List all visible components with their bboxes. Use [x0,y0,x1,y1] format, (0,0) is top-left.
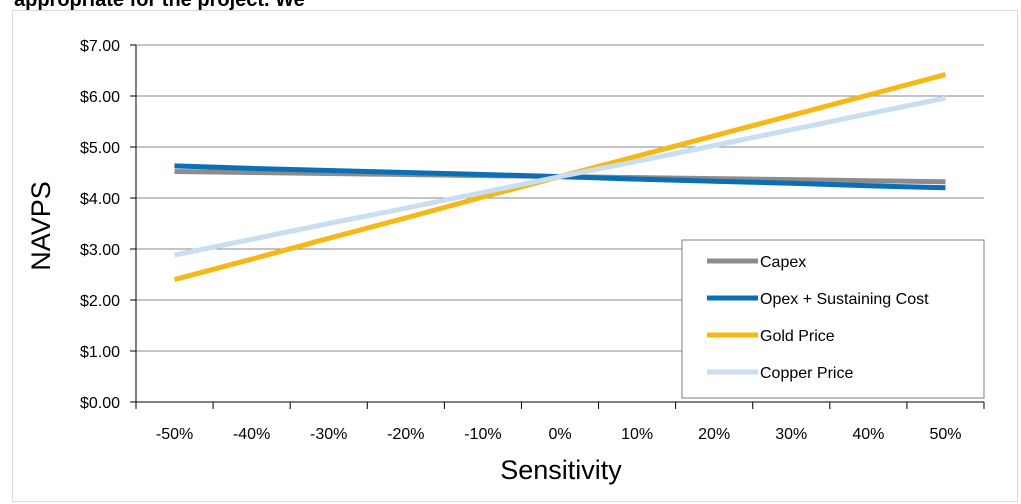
y-tick-label: $5.00 [80,140,120,157]
x-tick-label: -50% [156,426,193,443]
cut-off-heading: appropriate for the project. We [14,0,305,11]
x-tick-label: 0% [548,426,571,443]
x-tick-label: -30% [310,426,347,443]
y-tick-label: $7.00 [80,38,120,55]
x-tick-label: -10% [464,426,501,443]
y-axis-label: NAVPS [26,181,56,271]
x-tick-label: 30% [775,426,807,443]
x-tick-label: -40% [233,426,270,443]
series-lines [173,72,947,283]
y-tick-label: $1.00 [80,344,120,361]
x-tick-label: -20% [387,426,424,443]
x-tick-label: 50% [929,426,961,443]
legend-label: Opex + Sustaining Cost [760,291,929,308]
legend: Capex Opex + Sustaining Cost Gold Price Cop… [681,239,985,399]
x-axis: -50% -40% -30% -20% -10% 0% 10% 20% 30% 40% 50% [130,44,985,443]
y-tick-label: $3.00 [80,242,120,259]
x-tick-label: 40% [852,426,884,443]
y-axis-ticks: $0.00 $1.00 $2.00 $3.00 $4.00 $5.00 $6.00 $7.00 [80,38,120,412]
x-tick-label: 20% [698,426,730,443]
y-tick-label: $0.00 [80,395,120,412]
x-axis-label: Sensitivity [500,455,622,485]
y-tick-label: $4.00 [80,191,120,208]
x-tick-label: 10% [621,426,653,443]
series-line-copper-price [173,95,947,258]
y-tick-label: $2.00 [80,293,120,310]
legend-label: Copper Price [760,365,853,382]
y-tick-label: $6.00 [80,89,120,106]
legend-label: Gold Price [760,328,835,345]
legend-label: Capex [760,254,806,271]
